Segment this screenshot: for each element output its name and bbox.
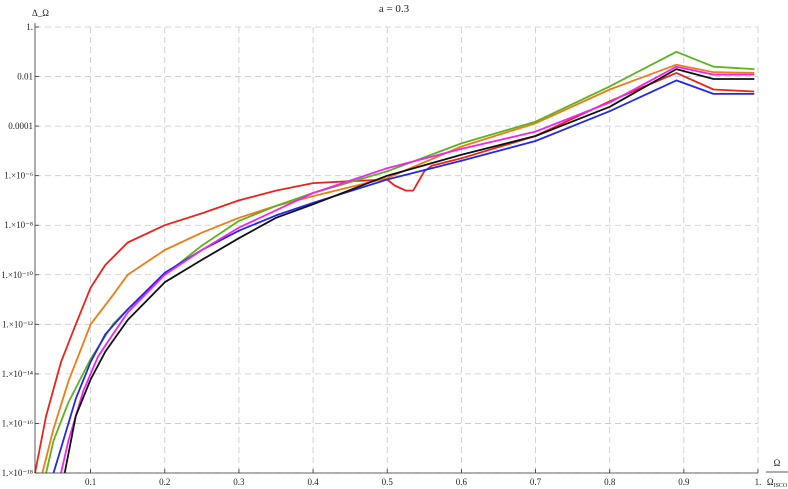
svg-text:ΩISCO: ΩISCO <box>767 477 788 489</box>
y-axis-label: Δ_Ω <box>32 8 49 18</box>
y-tick-label: 1.×10⁻¹⁰ <box>1 270 33 280</box>
x-tick-label: 0.6 <box>456 477 468 487</box>
y-tick-label: 1. <box>26 22 33 32</box>
series-line-2 <box>41 63 755 474</box>
y-tick-label: 0.0001 <box>8 121 33 131</box>
tick-labels: 0.1 0.2 0.3 0.4 0.5 0.6 0.7 0.8 0.9 1. 1. 0.01 0.000… <box>1 22 761 487</box>
x-tick-label: 0.8 <box>604 477 616 487</box>
chart-title: a = 0.3 <box>379 3 410 15</box>
x-tick-label: 0.9 <box>678 477 690 487</box>
series-line-3 <box>45 50 755 474</box>
x-tick-label: 1. <box>755 477 762 487</box>
y-tick-label: 1.×10⁻¹² <box>2 319 33 329</box>
x-tick-label: 0.1 <box>85 477 96 487</box>
y-tick-label: 1.×10⁻⁶ <box>4 171 33 181</box>
x-tick-label: 0.2 <box>159 477 170 487</box>
x-tick-label: 0.4 <box>307 477 319 487</box>
svg-text:Ω: Ω <box>774 458 781 468</box>
y-tick-label: 1.×10⁻¹⁴ <box>2 369 33 379</box>
axes <box>34 23 759 474</box>
series-line-4 <box>52 79 755 474</box>
y-tick-label: 1.×10⁻¹⁸ <box>2 468 33 478</box>
y-tick-label: 1.×10⁻⁸ <box>4 220 33 230</box>
series-line-5 <box>60 65 755 474</box>
x-tick-label: 0.7 <box>530 477 542 487</box>
y-tick-label: 1.×10⁻¹⁶ <box>2 418 33 428</box>
y-tick-label: 0.01 <box>17 72 33 82</box>
series-line-1 <box>34 72 755 474</box>
series-lines <box>34 50 755 474</box>
grid-lines <box>35 26 759 474</box>
x-tick-label: 0.3 <box>233 477 245 487</box>
x-tick-label: 0.5 <box>382 477 394 487</box>
x-axis-label: Ω ΩISCO <box>766 458 788 489</box>
series-line-6 <box>63 68 755 474</box>
